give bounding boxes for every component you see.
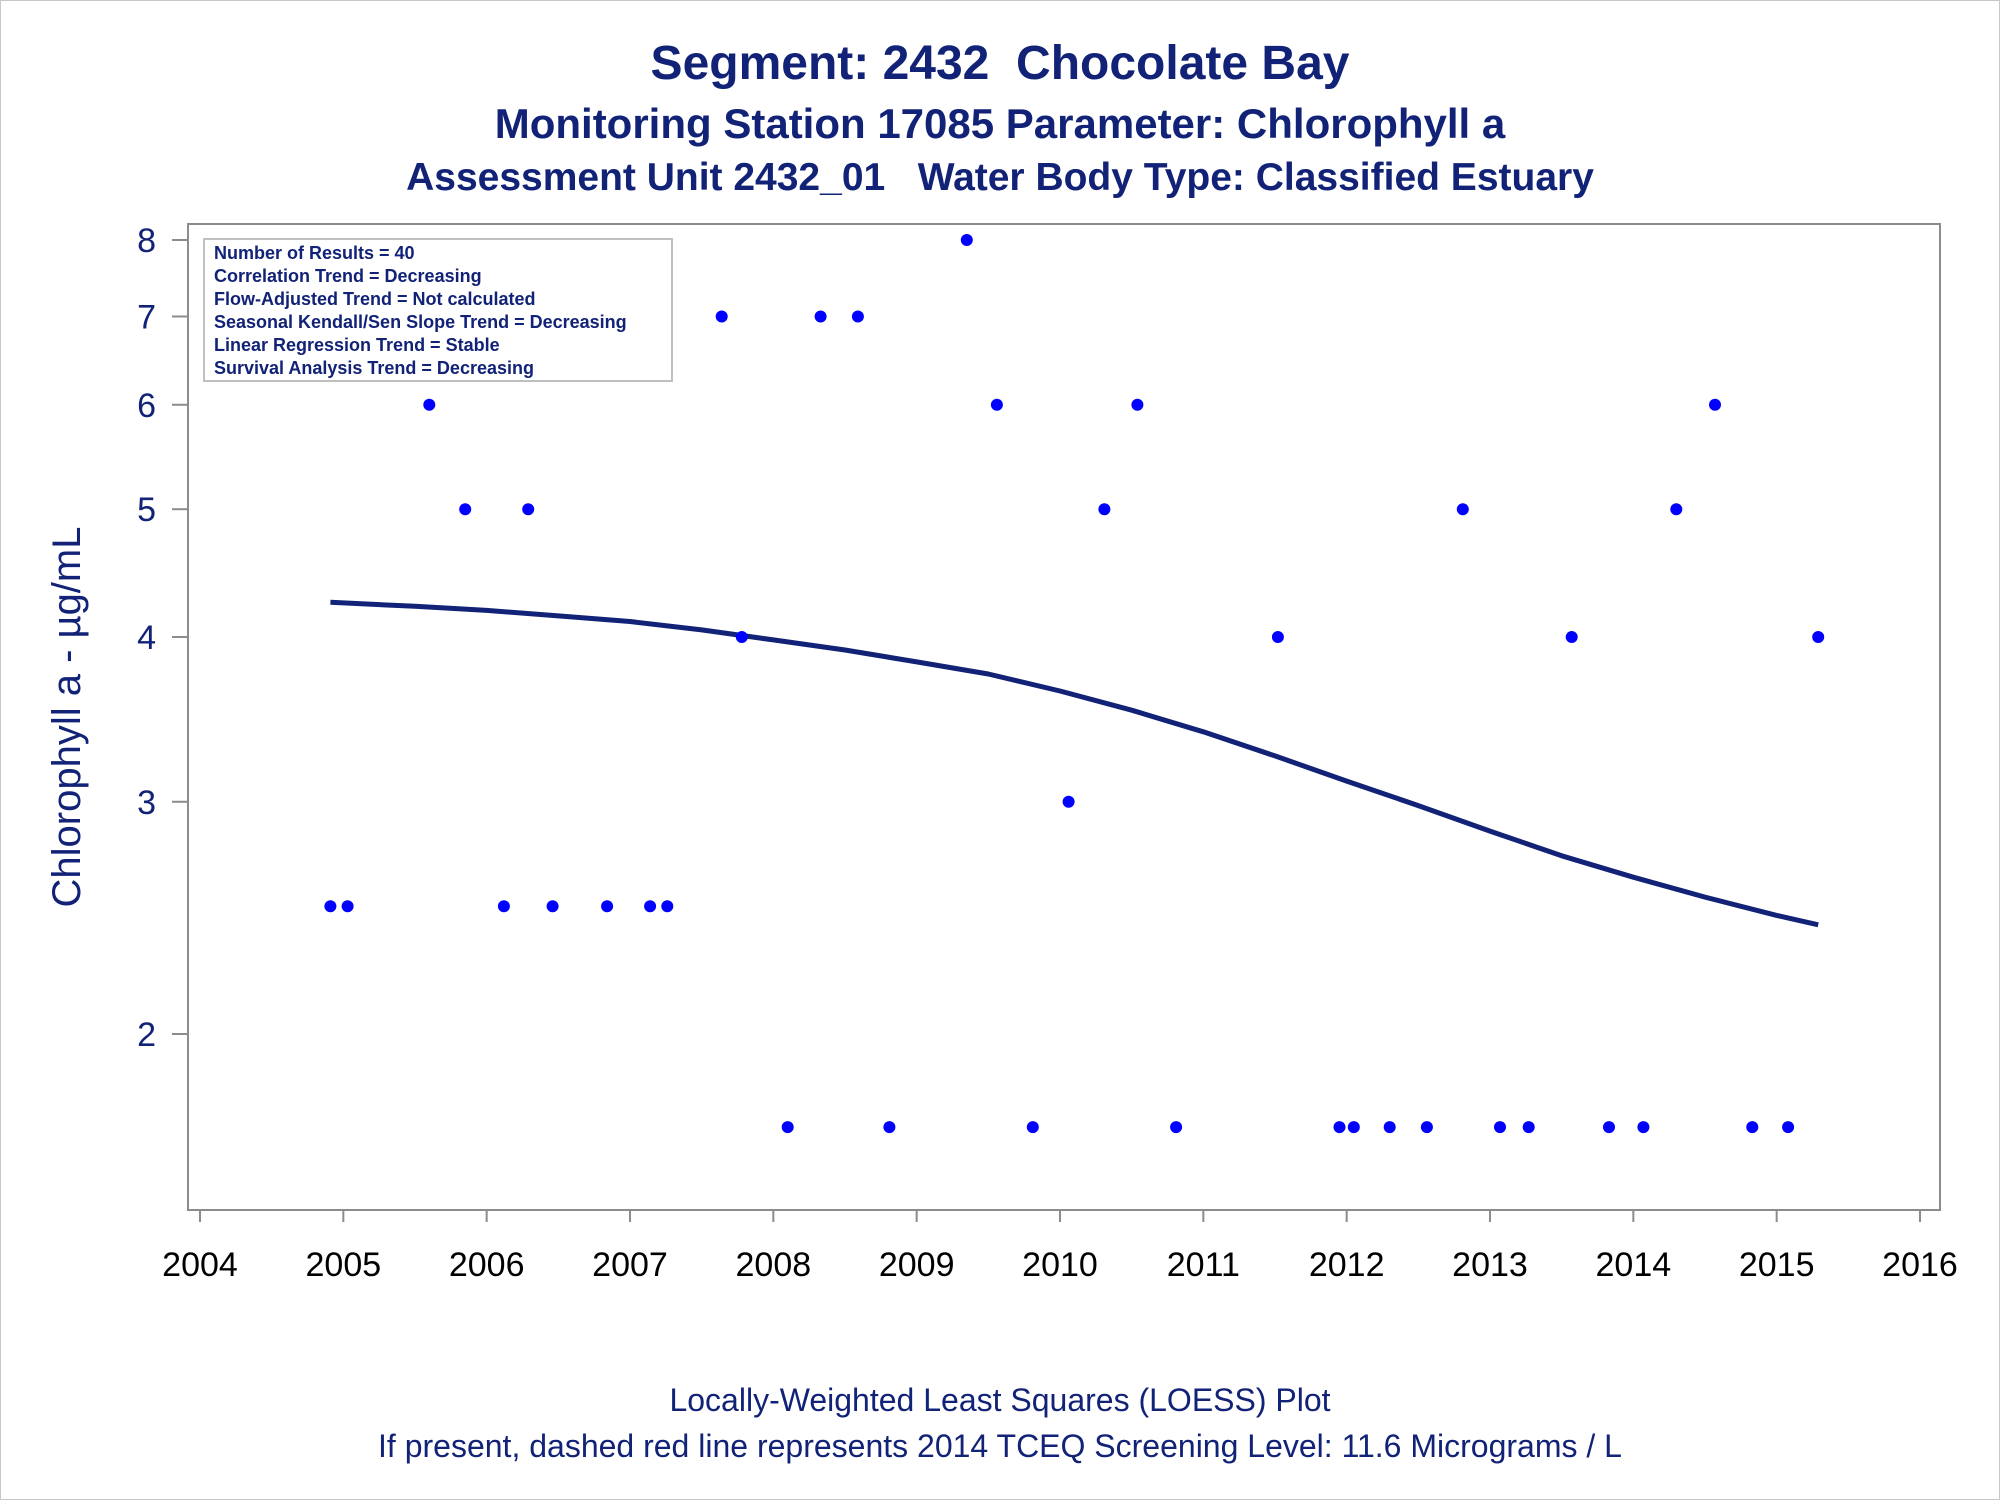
data-point [601, 900, 614, 913]
x-tick-label: 2015 [1739, 1246, 1815, 1284]
data-point [1333, 1121, 1346, 1134]
data-point [1565, 631, 1578, 643]
footnote-screening-level: If present, dashed red line represents 2… [378, 1428, 1622, 1464]
x-axis: 2004 2005 2006 2007 2008 2009 2010 2011 2012 2013… [162, 1210, 1958, 1284]
stats-box-border [203, 238, 673, 382]
data-point [497, 900, 510, 913]
x-tick-label: 2013 [1452, 1246, 1528, 1284]
data-point [341, 900, 354, 913]
data-point [814, 310, 827, 323]
x-tick-label: 2012 [1309, 1246, 1385, 1284]
data-point [1131, 398, 1144, 411]
points-layer [324, 234, 1825, 1134]
data-point [1637, 1121, 1650, 1134]
data-point [459, 503, 472, 516]
y-tick-label: 2 [137, 1016, 156, 1054]
x-tick-label: 2016 [1882, 1246, 1958, 1284]
x-tick-label: 2014 [1596, 1246, 1672, 1284]
data-point [1170, 1121, 1183, 1134]
data-point [960, 234, 973, 246]
chart-subtitle: Monitoring Station 17085 Parameter: Chlo… [494, 100, 1506, 147]
stats-box-line: Survival Analysis Trend = Decreasing [214, 358, 534, 378]
data-point [546, 900, 559, 913]
y-tick-label: 8 [137, 222, 156, 260]
data-point [1347, 1121, 1360, 1134]
stats-box: Number of Results = 40 Correlation Trend … [203, 238, 673, 382]
data-point [1494, 1121, 1506, 1134]
data-point [1456, 503, 1469, 516]
data-point [883, 1121, 896, 1134]
data-point [1271, 631, 1284, 643]
stats-box-line: Flow-Adjusted Trend = Not calculated [214, 289, 536, 309]
y-tick-label: 7 [137, 298, 156, 336]
data-point [1522, 1121, 1535, 1134]
stats-box-line: Correlation Trend = Decreasing [214, 266, 482, 286]
x-tick-label: 2011 [1167, 1246, 1240, 1284]
data-point [1026, 1121, 1039, 1134]
data-point [1746, 1121, 1759, 1134]
x-tick-label: 2005 [306, 1246, 382, 1284]
chart-subtitle-2: Assessment Unit 2432_01 Water Body Type:… [406, 156, 1594, 199]
data-point [851, 310, 864, 323]
data-point [1782, 1121, 1795, 1134]
loess-layer [330, 599, 1819, 928]
data-point [990, 398, 1003, 411]
x-tick-label: 2010 [1022, 1246, 1098, 1284]
stats-box-line: Linear Regression Trend = Stable [214, 335, 500, 355]
data-point [1098, 503, 1111, 516]
footnote-loess: Locally-Weighted Least Squares (LOESS) P… [669, 1382, 1331, 1418]
data-point [324, 900, 337, 913]
data-point [715, 310, 728, 323]
x-tick-label: 2004 [162, 1246, 238, 1284]
data-point [661, 900, 674, 913]
data-point [1420, 1121, 1433, 1134]
data-point [644, 900, 657, 913]
x-tick-label: 2009 [879, 1246, 955, 1284]
plot-area [187, 223, 1941, 1211]
y-tick-label: 6 [137, 387, 156, 425]
data-point [781, 1121, 794, 1134]
data-point [1670, 503, 1683, 516]
x-tick-label: 2008 [736, 1246, 812, 1284]
data-point [1709, 398, 1721, 411]
stats-box-line: Number of Results = 40 [214, 243, 415, 263]
data-point [1062, 795, 1075, 808]
x-tick-label: 2007 [592, 1246, 668, 1284]
data-point [1383, 1121, 1396, 1134]
data-point [735, 631, 748, 643]
data-point [522, 503, 535, 516]
y-tick-label: 3 [137, 784, 156, 822]
stats-box-line: Seasonal Kendall/Sen Slope Trend = Decre… [214, 312, 627, 332]
chart-title: Segment: 2432 Chocolate Bay [650, 37, 1350, 90]
loess-line [330, 599, 1819, 928]
x-tick-label: 2006 [449, 1246, 525, 1284]
y-axis-label: Chlorophyll a - µg/mL [45, 527, 89, 908]
data-point [423, 398, 436, 411]
data-point [1812, 631, 1825, 643]
y-tick-label: 5 [137, 491, 156, 529]
y-tick-label: 4 [137, 619, 156, 657]
y-axis: 2 3 4 5 6 7 8 [137, 222, 188, 1054]
data-point [1603, 1121, 1615, 1134]
